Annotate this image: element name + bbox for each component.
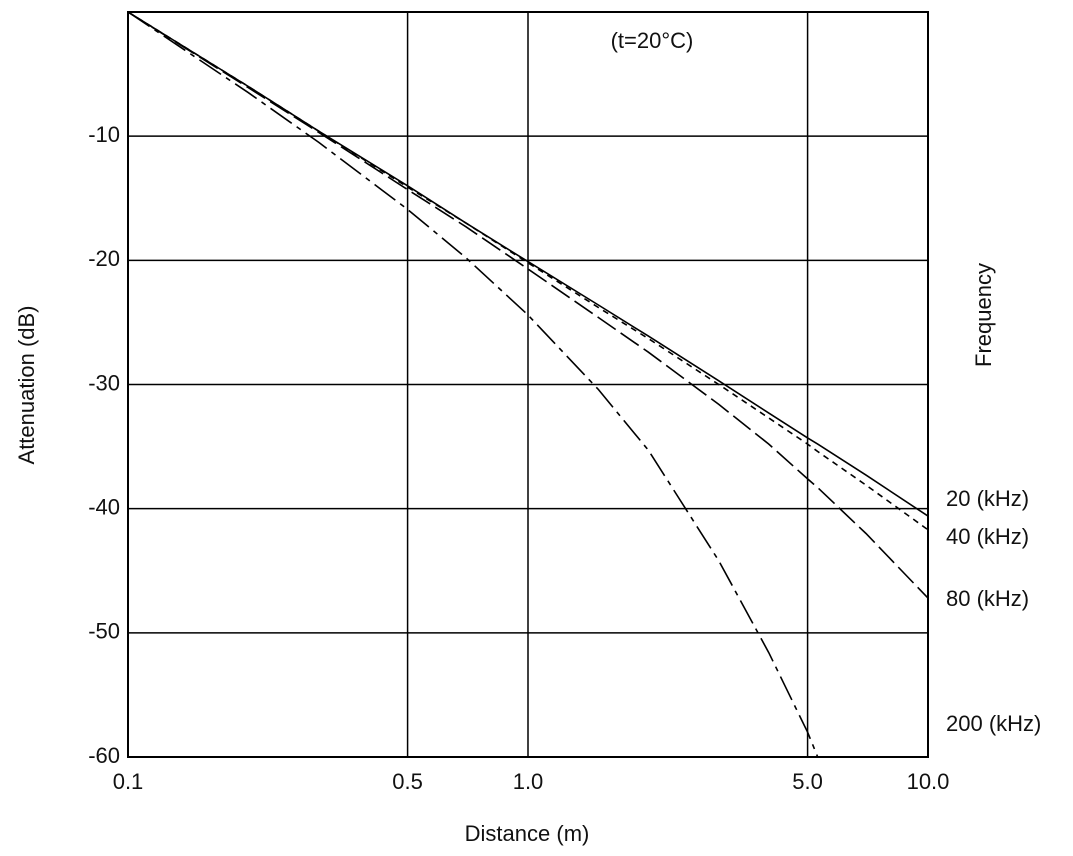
y-tick-label: -40 — [88, 494, 120, 519]
legend-label: 80 (kHz) — [946, 586, 1029, 611]
annotation: (t=20°C) — [611, 28, 694, 53]
x-tick-label: 1.0 — [513, 769, 544, 794]
x-tick-label: 10.0 — [907, 769, 950, 794]
legend-label: 200 (kHz) — [946, 711, 1041, 736]
y-tick-label: -30 — [88, 370, 120, 395]
page: (t=20°C) Distance (m) Attenuation (dB) F… — [0, 0, 1073, 856]
y-axis-label: Attenuation (dB) — [14, 306, 39, 465]
x-tick-label: 0.5 — [392, 769, 423, 794]
legend-label: 40 (kHz) — [946, 524, 1029, 549]
legend-label: 20 (kHz) — [946, 486, 1029, 511]
y-tick-label: -50 — [88, 619, 120, 644]
chart: (t=20°C) Distance (m) Attenuation (dB) F… — [0, 0, 1073, 851]
legend-title: Frequency — [971, 263, 996, 367]
y-tick-label: -10 — [88, 122, 120, 147]
x-axis-label: Distance (m) — [465, 821, 590, 846]
x-tick-label: 0.1 — [113, 769, 144, 794]
y-tick-label: -60 — [88, 743, 120, 768]
y-tick-label: -20 — [88, 246, 120, 271]
x-tick-label: 5.0 — [792, 769, 823, 794]
